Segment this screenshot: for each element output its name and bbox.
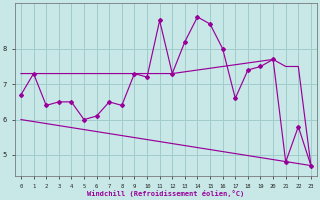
X-axis label: Windchill (Refroidissement éolien,°C): Windchill (Refroidissement éolien,°C) xyxy=(87,190,244,197)
